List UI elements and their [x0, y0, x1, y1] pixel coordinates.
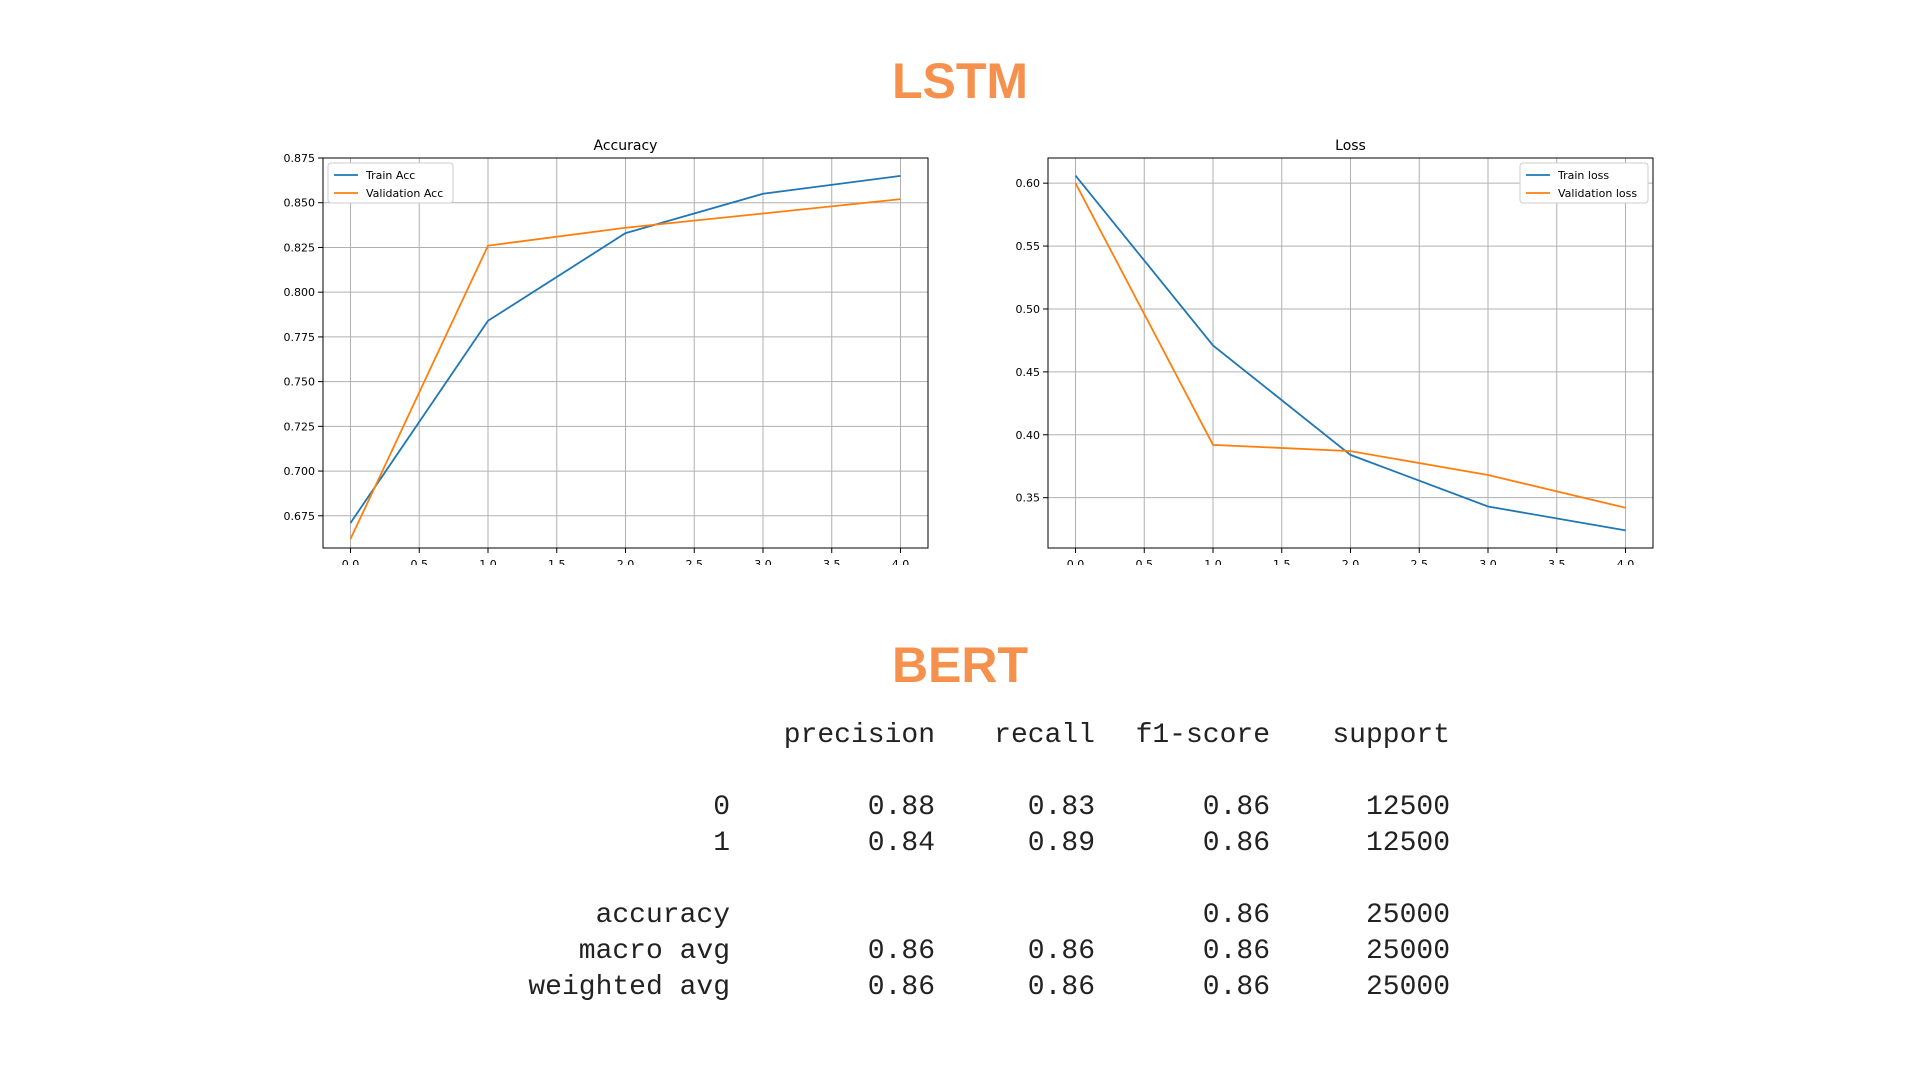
accuracy-y-tick-label: 0.875	[284, 152, 316, 165]
loss-x-tick-label: 2.5	[1411, 558, 1429, 565]
accuracy-y-tick-label: 0.675	[284, 510, 316, 523]
row-f1: 0.86	[1202, 792, 1270, 823]
loss-x-tick-label: 1.0	[1204, 558, 1222, 565]
loss-x-tick-label: 4.0	[1617, 558, 1635, 565]
accuracy-series-line-2	[349, 198, 901, 540]
row-precision: 0.86	[867, 936, 935, 967]
accuracy-legend-label-1: Train Acc	[365, 169, 415, 182]
lstm-section-title: LSTM	[891, 53, 1029, 109]
loss-series-line-2	[1074, 182, 1626, 509]
accuracy-y-tick-label: 0.725	[284, 420, 316, 433]
row-support: 25000	[1365, 900, 1450, 931]
accuracy-x-tick-label: 0.0	[342, 558, 360, 565]
accuracy-y-tick-label: 0.750	[284, 376, 316, 389]
row-support: 12500	[1365, 828, 1450, 859]
loss-legend-label-2: Validation loss	[1558, 187, 1637, 200]
row-f1: 0.86	[1202, 936, 1270, 967]
loss-x-tick-label: 0.5	[1136, 558, 1154, 565]
accuracy-x-tick-label: 0.5	[411, 558, 429, 565]
accuracy-y-tick-label: 0.700	[284, 465, 316, 478]
row-support: 25000	[1365, 936, 1450, 967]
row-recall: 0.86	[1027, 972, 1095, 1003]
accuracy-y-tick-label: 0.850	[284, 197, 316, 210]
accuracy-x-tick-label: 1.5	[548, 558, 566, 565]
loss-legend-label-1: Train loss	[1557, 169, 1609, 182]
loss-y-tick-label: 0.60	[1016, 177, 1041, 190]
accuracy-y-tick-label: 0.825	[284, 241, 316, 254]
loss-y-tick-label: 0.40	[1016, 429, 1041, 442]
row-recall: 0.89	[1027, 828, 1095, 859]
loss-x-tick-label: 3.0	[1479, 558, 1497, 565]
loss-chart: Loss 0.0 0.5 1.0 1.5 2.0 2.5 3.0 3.5 4.0 0.35 0.40 0…	[1016, 138, 1654, 565]
row-f1: 0.86	[1202, 972, 1270, 1003]
loss-chart-title: Loss	[1335, 138, 1366, 154]
row-precision: 0.84	[867, 828, 935, 859]
accuracy-x-tick-label: 3.5	[823, 558, 841, 565]
row-label: macro avg	[578, 936, 730, 967]
row-support: 25000	[1365, 972, 1450, 1003]
loss-x-tick-label: 2.0	[1342, 558, 1360, 565]
accuracy-legend-label-2: Validation Acc	[366, 187, 443, 200]
row-precision: 0.86	[867, 972, 935, 1003]
accuracy-x-tick-label: 2.5	[686, 558, 704, 565]
accuracy-chart: Accuracy 0.0 0.5 1.0 1.5 2.0 2.5 3.0 3.5 4.0 0.675…	[284, 138, 929, 565]
accuracy-plot-frame	[322, 157, 929, 549]
accuracy-x-tick-label: 3.0	[754, 558, 772, 565]
loss-x-tick-label: 0.0	[1067, 558, 1085, 565]
report-header-f1: f1-score	[1135, 720, 1270, 751]
report-header-recall: recall	[994, 720, 1095, 751]
loss-x-tick-label: 1.5	[1273, 558, 1291, 565]
loss-x-tick-label: 3.5	[1548, 558, 1566, 565]
accuracy-series-line-1	[349, 174, 901, 524]
row-f1: 0.86	[1202, 900, 1270, 931]
accuracy-chart-title: Accuracy	[594, 138, 658, 154]
row-label: 1	[713, 828, 730, 859]
report-header-precision: precision	[783, 720, 935, 751]
loss-y-tick-label: 0.55	[1016, 240, 1041, 253]
row-recall: 0.83	[1027, 792, 1095, 823]
accuracy-y-tick-label: 0.775	[284, 331, 316, 344]
accuracy-y-tick-label: 0.800	[284, 286, 316, 299]
loss-y-tick-label: 0.50	[1016, 303, 1041, 316]
loss-legend-box	[1519, 162, 1649, 204]
accuracy-x-tick-label: 2.0	[617, 558, 635, 565]
row-label: accuracy	[595, 900, 730, 931]
loss-plot-frame	[1047, 157, 1654, 549]
accuracy-legend-box	[327, 162, 454, 204]
report-header-support: support	[1332, 720, 1450, 751]
loss-y-tick-label: 0.45	[1016, 366, 1041, 379]
row-precision: 0.88	[867, 792, 935, 823]
bert-section-title: BERT	[891, 637, 1029, 693]
row-label: 0	[713, 792, 730, 823]
accuracy-x-tick-label: 4.0	[892, 558, 910, 565]
row-support: 12500	[1365, 792, 1450, 823]
row-recall: 0.86	[1027, 936, 1095, 967]
row-f1: 0.86	[1202, 828, 1270, 859]
loss-series-line-1	[1074, 175, 1626, 532]
loss-y-tick-label: 0.35	[1016, 492, 1041, 505]
accuracy-x-tick-label: 1.0	[479, 558, 497, 565]
row-label: weighted avg	[528, 972, 730, 1003]
